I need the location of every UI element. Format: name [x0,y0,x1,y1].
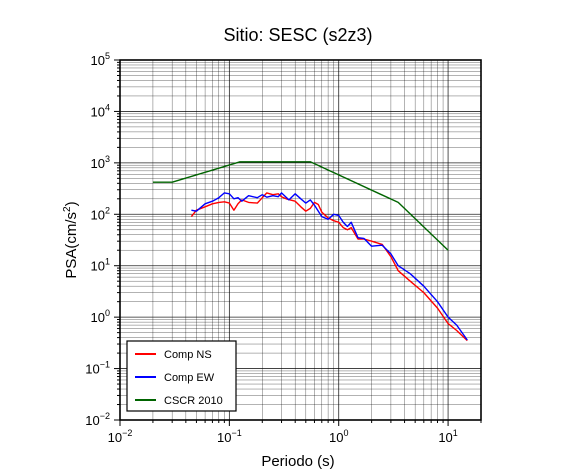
legend-label: Comp NS [164,349,212,361]
y-tick-label: 102 [91,205,110,222]
chart-title: Sitio: SESC (s2z3) [223,25,372,45]
y-axis-label: PSA(cm/s2) [62,201,80,278]
x-axis-label: Periodo (s) [261,453,334,470]
y-tick-label: 103 [91,154,110,171]
y-tick-label: 101 [91,257,110,274]
series-line-2 [191,192,468,341]
y-tick-label: 104 [91,102,110,119]
x-tick-label: 101 [438,428,457,445]
grid [119,59,482,421]
legend: Comp NS Comp EW CSCR 2010 [126,340,237,412]
tick-labels: 10−2 10−1 100 101 10−2 10−1 100 101 102 103 104 105 [85,51,458,445]
series-line-3 [152,161,449,251]
y-axis-label-base: PSA(cm/s [63,212,80,279]
x-tick-label: 10−1 [217,428,242,445]
plot-frame [119,59,482,421]
legend-label: CSCR 2010 [164,395,223,407]
y-tick-label: 10−1 [85,360,110,377]
x-tick-label: 100 [329,428,348,445]
series-lines [152,161,468,342]
legend-label: Comp EW [164,372,215,384]
series-line-1 [190,192,468,342]
y-tick-label: 100 [91,308,110,325]
x-tick-label: 10−2 [108,428,133,445]
axis-ticks [114,59,482,426]
y-axis-label-exp: 2 [62,206,73,212]
y-axis-label-end: ) [63,201,80,206]
y-tick-label: 10−2 [85,411,110,428]
y-tick-label: 105 [91,51,110,68]
